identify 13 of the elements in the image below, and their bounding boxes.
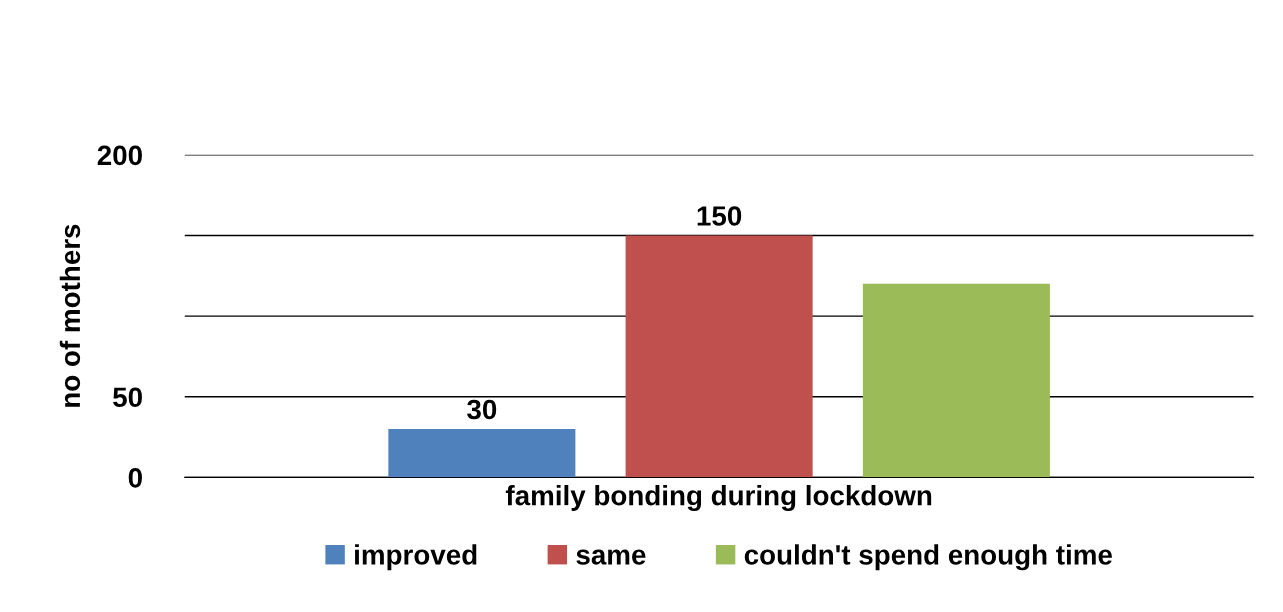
bar: [862, 283, 1050, 478]
y-tick-label: 50: [113, 387, 142, 408]
bar: [625, 235, 813, 478]
y-tick-label: 0: [128, 468, 142, 488]
legend-label: improved: [355, 544, 477, 571]
bar: [388, 428, 576, 478]
legend-label: same: [576, 549, 646, 565]
y-axis-title: no of mothers: [59, 224, 81, 407]
data-label: 150: [697, 206, 742, 226]
data-label: 30: [467, 399, 497, 420]
x-axis-title: family bonding during lockdown: [505, 485, 932, 512]
legend-label: couldn't spend enough time: [744, 544, 1112, 571]
y-tick-label: 200: [97, 145, 142, 166]
